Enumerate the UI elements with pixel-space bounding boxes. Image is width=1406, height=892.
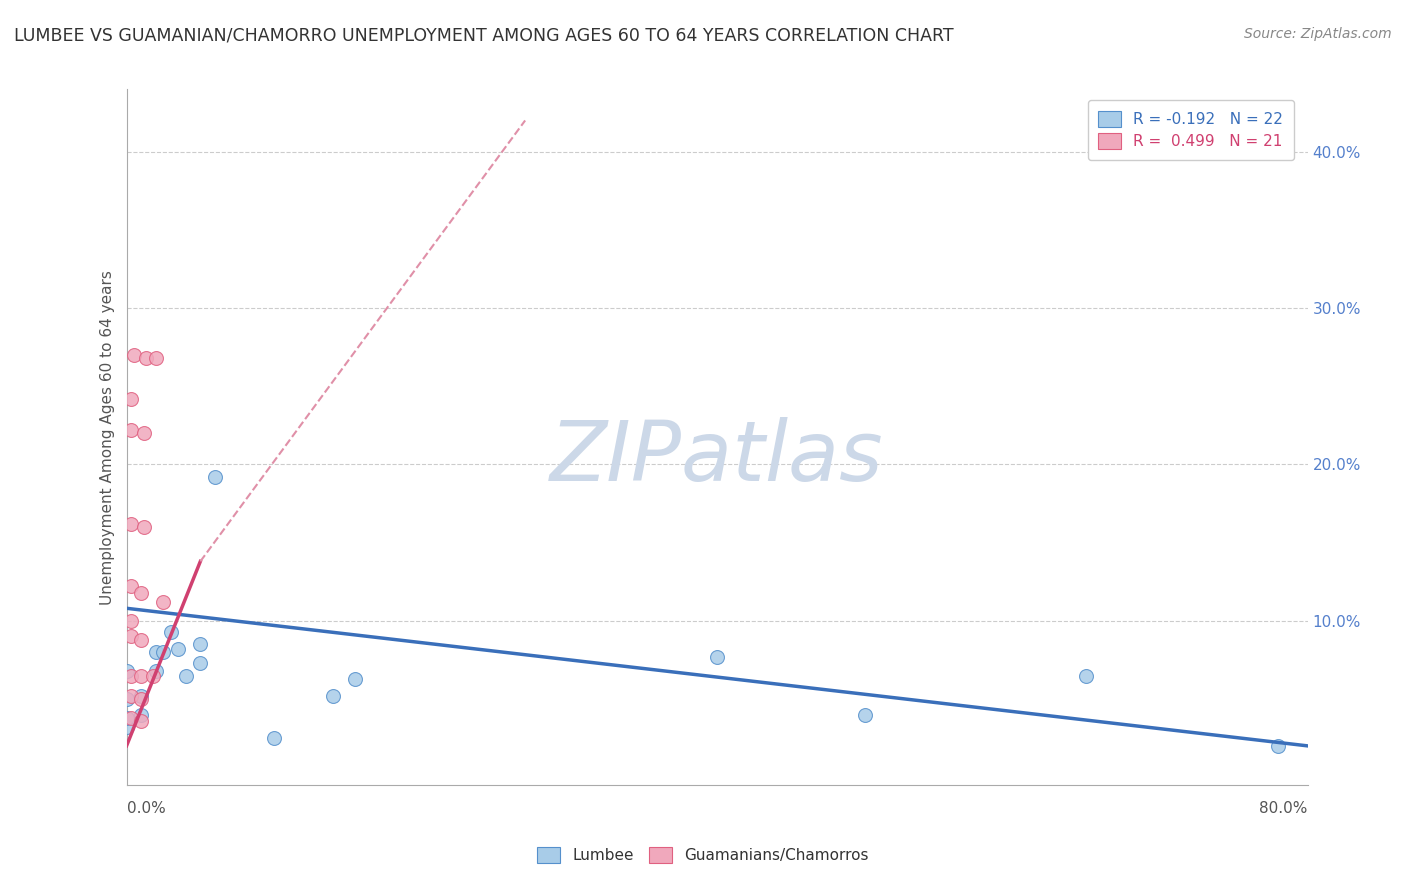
- Text: Source: ZipAtlas.com: Source: ZipAtlas.com: [1244, 27, 1392, 41]
- Y-axis label: Unemployment Among Ages 60 to 64 years: Unemployment Among Ages 60 to 64 years: [100, 269, 115, 605]
- Legend: R = -0.192   N = 22, R =  0.499   N = 21: R = -0.192 N = 22, R = 0.499 N = 21: [1088, 100, 1294, 160]
- Text: ZIPatlas: ZIPatlas: [550, 417, 884, 499]
- Text: 0.0%: 0.0%: [127, 801, 166, 816]
- Legend: Lumbee, Guamanians/Chamorros: Lumbee, Guamanians/Chamorros: [524, 835, 882, 875]
- Text: 80.0%: 80.0%: [1260, 801, 1308, 816]
- Text: LUMBEE VS GUAMANIAN/CHAMORRO UNEMPLOYMENT AMONG AGES 60 TO 64 YEARS CORRELATION : LUMBEE VS GUAMANIAN/CHAMORRO UNEMPLOYMEN…: [14, 27, 953, 45]
